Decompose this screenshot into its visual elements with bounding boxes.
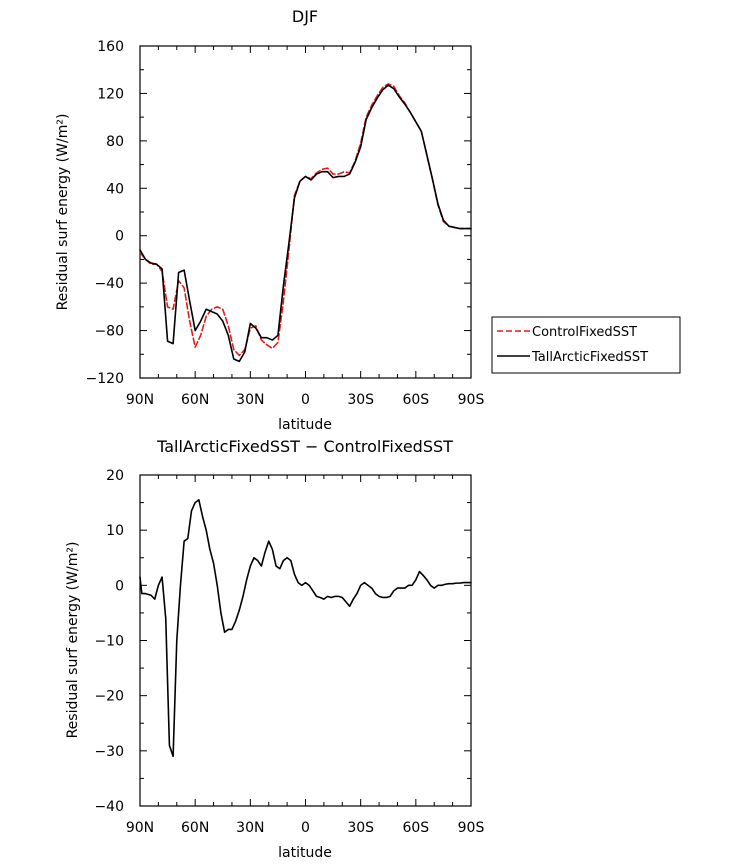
x-tick-label: 90S [458, 392, 485, 408]
chart-difference: TallArcticFixedSST − ControlFixedSST 90N… [65, 437, 484, 861]
y-tick-label: −40 [94, 799, 124, 815]
x-tick-label: 30S [347, 392, 374, 408]
legend: ControlFixedSST TallArcticFixedSST [491, 316, 681, 374]
x-tick-label: 90N [126, 392, 154, 408]
y-tick-label: −10 [94, 634, 124, 650]
plot-frame [139, 45, 472, 379]
y-tick-label: −120 [86, 371, 124, 387]
axis-ticks: 90N 60N 30N 0 30S 60S 90S −40 −30 −20 −10 0 10 20 [94, 468, 484, 836]
y-tick-label: −40 [94, 276, 124, 292]
series-lines [139, 83, 472, 363]
y-tick-label: 20 [106, 468, 124, 484]
chart-title: DJF [292, 7, 318, 26]
chart-title: TallArcticFixedSST − ControlFixedSST [156, 437, 453, 456]
y-tick-label: 10 [106, 523, 124, 539]
x-tick-label: 30N [236, 820, 264, 836]
y-tick-label: 120 [97, 86, 124, 102]
y-axis-label: Residual surf energy (W/m²) [65, 542, 81, 739]
legend-box [491, 316, 681, 374]
axis-ticks: 90N 60N 30N 0 30S 60S 90S −120 −80 −40 0 40 80 120 160 [86, 39, 485, 408]
series-lines [139, 499, 472, 758]
y-tick-label: −30 [94, 744, 124, 760]
x-tick-label: 30N [236, 392, 264, 408]
y-tick-label: 160 [97, 39, 124, 55]
x-tick-label: 0 [301, 392, 310, 408]
series-line-difference [139, 499, 472, 758]
y-tick-label: −20 [94, 689, 124, 705]
x-axis-label: latitude [278, 845, 332, 861]
legend-label-tall: TallArcticFixedSST [531, 350, 648, 365]
x-tick-label: 0 [301, 820, 310, 836]
series-line-controlfixedsst [139, 83, 472, 357]
series-line-tallarcticfixedsst [139, 84, 472, 363]
x-axis-label: latitude [278, 417, 332, 433]
x-tick-label: 60S [402, 392, 429, 408]
y-axis-label: Residual surf energy (W/m²) [55, 114, 71, 311]
x-tick-label: 60N [181, 392, 209, 408]
y-tick-label: 80 [106, 134, 124, 150]
x-tick-label: 90N [126, 820, 154, 836]
chart-djf: DJF 90N 60N 30N 0 30S 60S 90S −120 −80 −40 0 40 80 12… [55, 7, 484, 433]
y-tick-label: 0 [115, 229, 124, 245]
y-tick-label: −80 [94, 324, 124, 340]
y-tick-label: 40 [106, 181, 124, 197]
x-tick-label: 60S [402, 820, 429, 836]
y-tick-label: 0 [115, 578, 124, 594]
legend-label-control: ControlFixedSST [532, 325, 637, 340]
x-tick-label: 30S [347, 820, 374, 836]
x-tick-label: 90S [458, 820, 485, 836]
x-tick-label: 60N [181, 820, 209, 836]
